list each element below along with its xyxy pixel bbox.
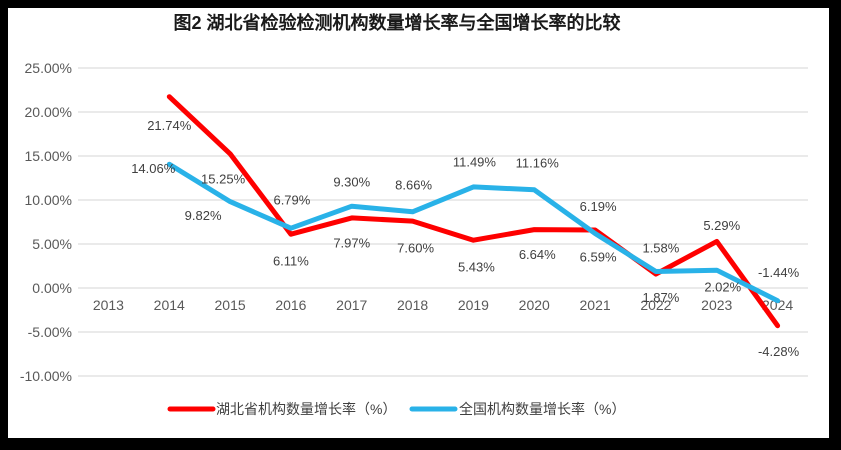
data-label: 5.29% (703, 218, 740, 233)
x-tick-label: 2019 (458, 297, 489, 313)
x-tick-label: 2016 (275, 297, 306, 313)
data-label: 7.60% (397, 241, 434, 256)
x-axis-labels: 2013 2014 2015 2016 2017 2018 2019 2020 2021 2022… (93, 297, 794, 313)
data-label: 6.11% (273, 254, 309, 269)
data-label: 2.02% (704, 280, 741, 295)
x-tick-label: 2024 (762, 297, 793, 313)
data-label: 8.66% (395, 177, 432, 192)
legend-label-national: 全国机构数量增长率（%） (459, 401, 625, 417)
x-tick-label: 2022 (640, 297, 671, 313)
x-tick-label: 2018 (397, 297, 428, 313)
data-labels: 21.74% 15.25% 6.11% 7.97% 7.60% 5.43% 6.64% 6.5… (131, 118, 799, 359)
y-axis-labels: 25.00% 20.00% 15.00% 10.00% 5.00% 0.00% -5.00%… (20, 60, 72, 384)
data-label: -4.28% (758, 344, 800, 359)
x-tick-label: 2015 (215, 297, 246, 313)
x-tick-label: 2021 (580, 297, 611, 313)
x-tick-label: 2014 (154, 297, 185, 313)
data-label: 21.74% (147, 118, 192, 133)
y-tick-label: 15.00% (25, 148, 72, 164)
data-label: 11.16% (516, 155, 560, 170)
data-label: 6.79% (273, 193, 310, 208)
y-tick-label: 5.00% (32, 236, 72, 252)
data-label: 6.59% (580, 250, 617, 265)
series-line-0 (166, 94, 781, 329)
series-lines (166, 94, 781, 329)
data-label: 14.06% (131, 161, 176, 176)
y-tick-label: 0.00% (32, 280, 72, 296)
data-label: 6.64% (519, 247, 556, 262)
data-label: 5.43% (458, 260, 495, 275)
series-line-1 (166, 161, 781, 304)
data-label: 15.25% (201, 171, 246, 186)
legend-label-hubei: 湖北省机构数量增长率（%） (216, 401, 396, 417)
chart-title: 图2 湖北省检验检测机构数量增长率与全国增长率的比较 (173, 12, 620, 33)
data-label: 7.97% (333, 235, 370, 250)
y-tick-label: -10.00% (20, 368, 72, 384)
data-label: 11.49% (453, 154, 497, 169)
data-label: -1.44% (758, 265, 800, 280)
y-tick-label: 10.00% (25, 192, 72, 208)
y-tick-label: 20.00% (25, 104, 72, 120)
legend: 湖北省机构数量增长率（%） 全国机构数量增长率（%） (167, 401, 625, 417)
y-tick-label: -5.00% (28, 324, 72, 340)
data-label: 9.82% (185, 208, 222, 223)
y-tick-label: 25.00% (25, 60, 72, 76)
x-tick-label: 2013 (93, 297, 124, 313)
data-label: 1.87% (642, 290, 679, 305)
x-tick-label: 2017 (336, 297, 367, 313)
gridlines (78, 67, 808, 377)
data-label: 1.58% (642, 241, 679, 256)
x-tick-label: 2020 (519, 297, 550, 313)
data-label: 6.19% (580, 199, 617, 214)
data-label: 9.30% (333, 175, 370, 190)
x-tick-label: 2023 (701, 297, 732, 313)
